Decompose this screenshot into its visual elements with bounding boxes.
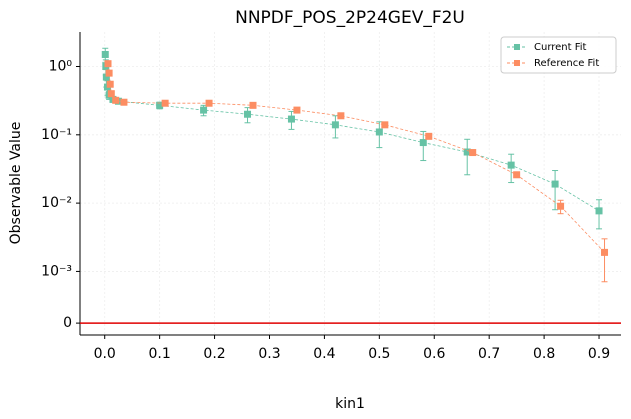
marker [101,50,109,58]
y-tick-label: 10⁻² [41,195,72,211]
marker [419,139,427,147]
y-axis-label: Observable Value [8,122,24,245]
marker [513,171,521,179]
marker [156,101,164,109]
marker [293,106,301,114]
marker [120,98,128,106]
marker [595,207,603,215]
marker [425,132,433,140]
marker [287,115,295,123]
marker [102,73,110,81]
legend-label: Reference Fit [534,58,599,69]
y-tick-label: 10⁻¹ [41,127,72,143]
marker [249,101,257,109]
x-tick-label: 0.3 [258,346,280,362]
marker [381,121,389,129]
marker [507,161,515,169]
x-tick-label: 0.1 [149,346,171,362]
x-tick-label: 0.7 [478,346,500,362]
series-line [107,63,605,253]
marker [331,121,339,129]
marker [469,149,477,157]
marker [161,99,169,107]
legend-box [500,36,617,74]
series-line [104,54,600,212]
marker [551,180,559,188]
marker [244,110,252,118]
marker [601,248,609,256]
x-tick-label: 0.4 [313,346,335,362]
x-tick-label: 0.6 [423,346,445,362]
marker [106,80,114,88]
marker [557,202,565,210]
chart-title: NNPDF_POS_2P24GEV_F2U [235,8,465,28]
x-axis-label: kin1 [335,396,365,412]
x-tick-label: 0.0 [94,346,116,362]
legend-marker [514,60,520,66]
legend-label: Current Fit [534,42,587,53]
x-tick-label: 0.9 [588,346,610,362]
marker [337,112,345,120]
x-tick-label: 0.2 [203,346,225,362]
y-tick-label: 10⁰ [49,59,73,75]
legend-marker [514,44,520,50]
marker [463,148,471,156]
y-tick-label: 0 [63,315,72,331]
x-tick-label: 0.5 [368,346,390,362]
marker [105,69,113,77]
marker [205,99,213,107]
marker [375,128,383,136]
marker [104,60,112,68]
marker [112,96,120,104]
x-tick-label: 0.8 [533,346,555,362]
y-tick-label: 10⁻³ [41,263,72,279]
marker [107,90,115,98]
marker [200,106,208,114]
